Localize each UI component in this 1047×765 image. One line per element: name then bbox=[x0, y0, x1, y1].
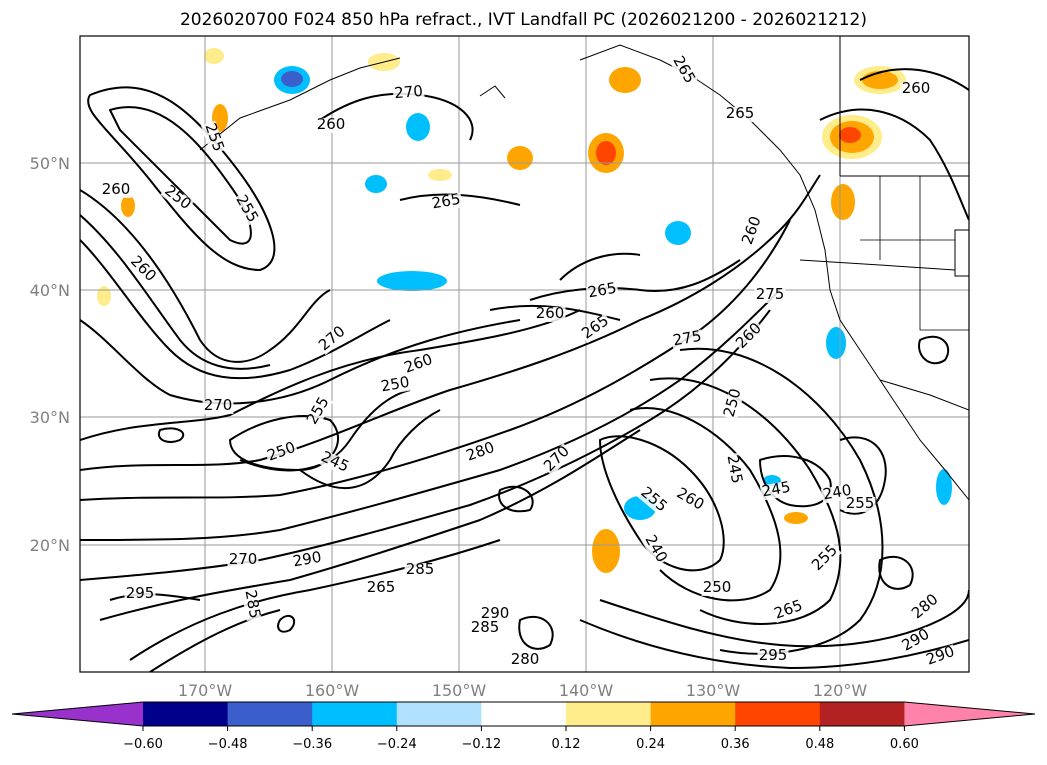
contour-label-group: 265 bbox=[429, 190, 463, 213]
colorbar-segment bbox=[396, 702, 482, 726]
colorbar-segment bbox=[481, 702, 567, 726]
colorbar-tick-label: −0.48 bbox=[208, 737, 248, 752]
contour-label: 265 bbox=[367, 578, 396, 596]
contour-label-group: 265 bbox=[585, 279, 619, 302]
contour-label: 275 bbox=[671, 327, 702, 350]
colorbar-ticks: −0.60 −0.48 −0.36 −0.24 −0.12 0.12 0.24 0.36 0.4… bbox=[123, 726, 919, 752]
lat-label: 30°N bbox=[30, 408, 70, 427]
contour-label-group: 290 bbox=[290, 548, 324, 571]
colorbar-segment bbox=[143, 702, 229, 726]
contour-label-group: 270 bbox=[227, 550, 259, 568]
lat-label: 20°N bbox=[30, 536, 70, 555]
contour-label-group: 265 bbox=[724, 104, 756, 122]
longitude-labels: 170°W 160°W 150°W 140°W 130°W 120°W bbox=[178, 681, 868, 700]
contour-label: 270 bbox=[394, 82, 424, 102]
contour-label: 260 bbox=[902, 79, 931, 97]
colorbar-extend-low bbox=[12, 702, 143, 726]
lon-label: 150°W bbox=[432, 681, 487, 700]
contour-label-group: 250 bbox=[701, 578, 733, 596]
colorbar-segment bbox=[312, 702, 398, 726]
lon-label: 160°W bbox=[305, 681, 360, 700]
contour-label: 275 bbox=[756, 285, 785, 303]
lat-label: 50°N bbox=[30, 154, 70, 173]
colorbar-tick-label: −0.24 bbox=[377, 737, 417, 752]
contour-label-group: 270 bbox=[202, 396, 234, 414]
lon-label: 170°W bbox=[178, 681, 233, 700]
colorbar-extend-high bbox=[904, 702, 1035, 726]
colorbar-segment bbox=[819, 702, 905, 726]
contour-label: 290 bbox=[291, 548, 322, 571]
colorbar-tick-label: 0.24 bbox=[636, 737, 665, 752]
contour-label-group: 275 bbox=[754, 285, 786, 303]
contour-label-group: 280 bbox=[509, 650, 541, 668]
contour-label: 290 bbox=[481, 604, 510, 622]
contour-label: 295 bbox=[126, 584, 155, 602]
lon-label: 120°W bbox=[813, 681, 868, 700]
contour-label-group: 260 bbox=[315, 115, 347, 133]
colorbar-segment bbox=[566, 702, 652, 726]
contour-label: 250 bbox=[703, 578, 732, 596]
contour-label-group: 270 bbox=[392, 82, 425, 103]
shaded-anomalies bbox=[97, 48, 952, 573]
contour-label-group: 285 bbox=[241, 587, 264, 621]
contour-label-group: 295 bbox=[124, 584, 156, 602]
contour-label-group: 295 bbox=[757, 646, 789, 664]
contour-label-group: 285 bbox=[469, 618, 501, 636]
contour-label: 265 bbox=[586, 279, 617, 302]
refractivity-contours bbox=[80, 68, 969, 672]
contour-label: 245 bbox=[760, 478, 791, 501]
contour-label: 295 bbox=[759, 646, 788, 664]
latitude-labels: 50°N 40°N 30°N 20°N bbox=[30, 154, 70, 555]
contour-label: 270 bbox=[204, 396, 233, 414]
contour-label: 285 bbox=[242, 588, 265, 619]
contour-label-group: 275 bbox=[670, 327, 704, 350]
contour-label: 285 bbox=[471, 618, 500, 636]
contour-label-group: 250 bbox=[264, 438, 299, 466]
contour-label-group: 255 bbox=[844, 494, 876, 512]
colorbar-tick-label: −0.36 bbox=[292, 737, 332, 752]
contour-label: 265 bbox=[726, 104, 755, 122]
colorbar-tick-label: 0.36 bbox=[721, 737, 750, 752]
map-title: 2026020700 F024 850 hPa refract., IVT La… bbox=[179, 10, 867, 30]
colorbar bbox=[11, 701, 1036, 727]
colorbar-tick-label: 0.60 bbox=[890, 737, 919, 752]
contour-label-group: 250 bbox=[378, 373, 412, 396]
colorbar-segment bbox=[650, 702, 736, 726]
contour-label: 260 bbox=[536, 304, 565, 322]
contour-label: 245 bbox=[724, 453, 747, 484]
contour-label-group: 260 bbox=[100, 180, 132, 198]
contour-label-group: 285 bbox=[404, 560, 436, 578]
contour-label: 285 bbox=[406, 560, 435, 578]
state-borders bbox=[860, 176, 969, 331]
colorbar-tick-label: 0.12 bbox=[552, 737, 581, 752]
contour-label: 250 bbox=[379, 373, 410, 396]
contour-label-group: 245 bbox=[723, 452, 746, 486]
contour-label: 265 bbox=[430, 190, 461, 213]
colorbar-tick-label: −0.60 bbox=[123, 737, 163, 752]
colorbar-segment bbox=[227, 702, 313, 726]
contour-label: 280 bbox=[511, 650, 540, 668]
contour-label-group: 260 bbox=[900, 79, 932, 97]
contour-label: 260 bbox=[102, 180, 131, 198]
colorbar-segment bbox=[735, 702, 821, 726]
contour-label: 260 bbox=[317, 115, 346, 133]
contour-label-group: 290 bbox=[899, 625, 934, 656]
lon-label: 140°W bbox=[559, 681, 614, 700]
contour-label-group: 260 bbox=[534, 304, 566, 322]
colorbar-tick-label: −0.12 bbox=[461, 737, 501, 752]
contour-label: 270 bbox=[229, 550, 258, 568]
contour-label: 255 bbox=[846, 494, 875, 512]
lat-label: 40°N bbox=[30, 281, 70, 300]
colorbar-tick-label: 0.48 bbox=[805, 737, 834, 752]
contour-label-group: 245 bbox=[759, 478, 793, 501]
lon-label: 130°W bbox=[686, 681, 741, 700]
map-frame bbox=[79, 35, 970, 673]
contour-label-group: 265 bbox=[365, 578, 397, 596]
contour-label-group: 290 bbox=[479, 604, 511, 622]
